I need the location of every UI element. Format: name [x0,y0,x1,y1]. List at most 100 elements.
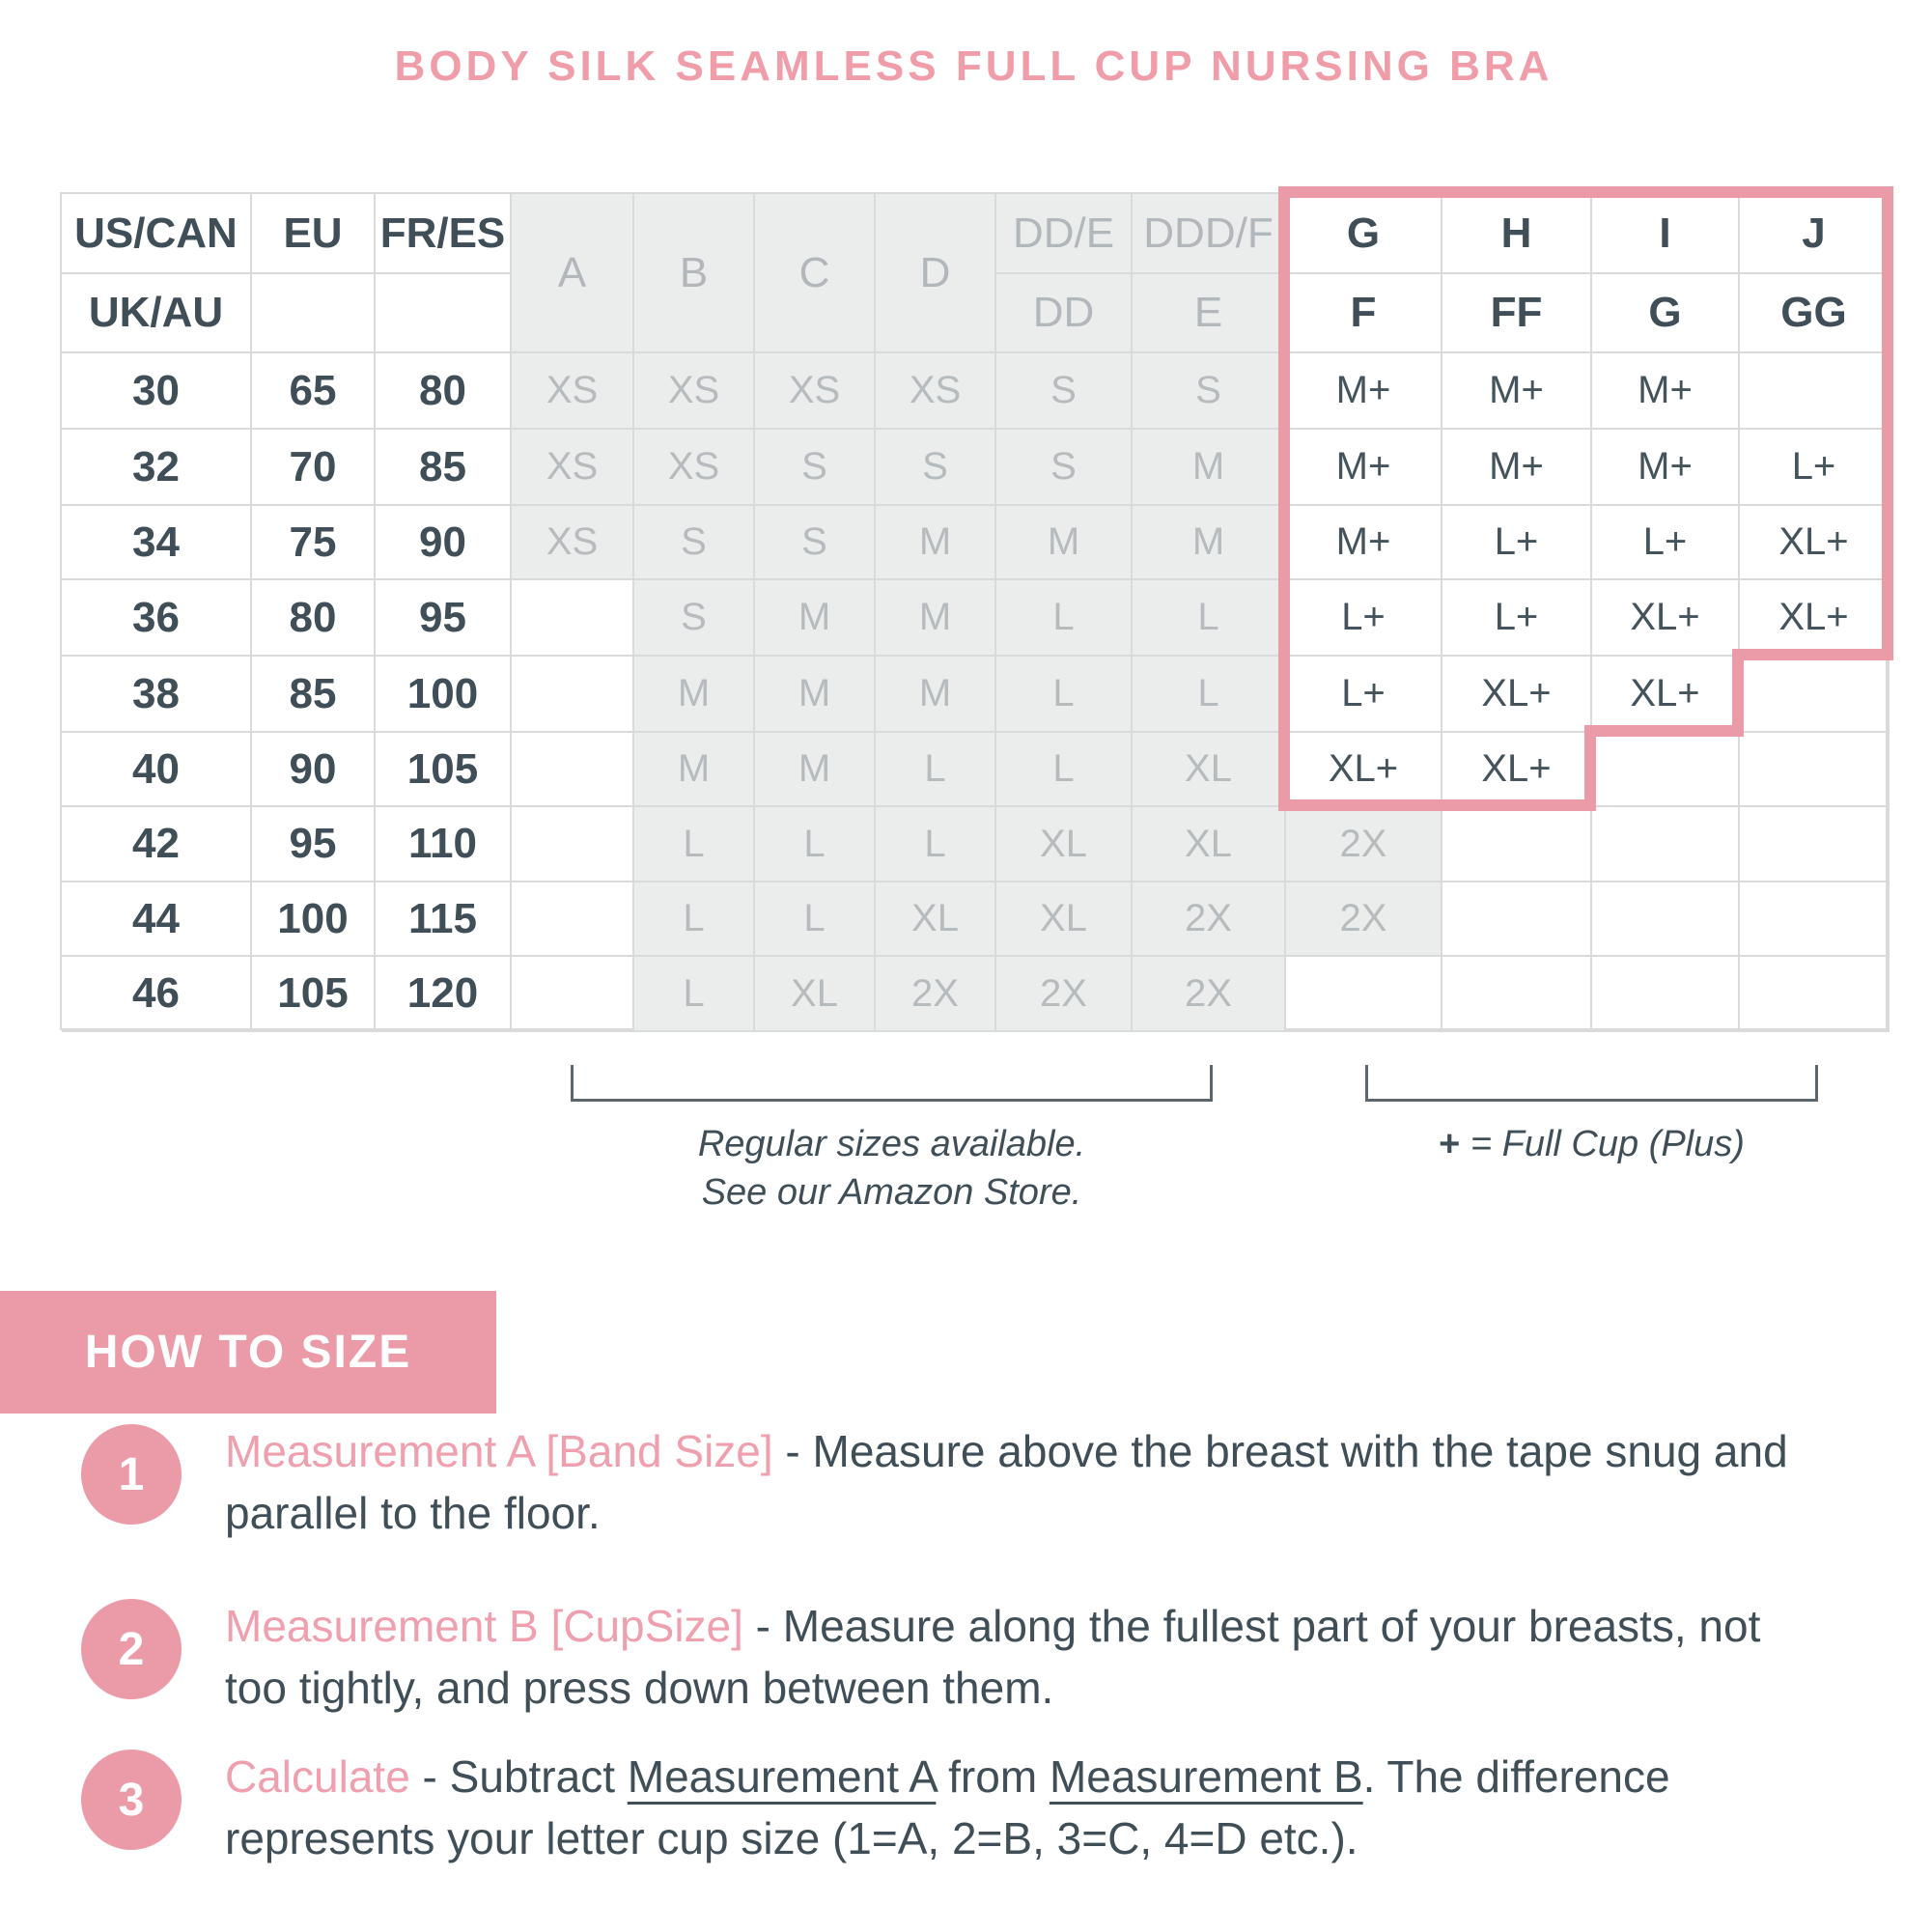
size-cell: M [1133,506,1286,580]
size-cell: L [996,733,1133,807]
regular-sizes-note: Regular sizes available. See our Amazon … [571,1120,1213,1217]
size-cell: XL+ [1740,506,1890,580]
header-cup-top: DDD/F [1133,194,1286,274]
header-cup-A: A [512,194,634,353]
size-cell [1286,957,1442,1032]
step-text-segment: - Measure along the fullest part of your… [742,1601,1761,1651]
size-cell: XS [512,430,634,506]
size-cell: L [1133,657,1286,733]
header-cup-B: B [634,194,755,353]
step-lead: Measurement B [CupSize] [225,1601,743,1651]
size-cell: L+ [1442,506,1592,580]
size-cell [1740,733,1890,807]
size-cell: XL [1133,807,1286,882]
band-eu: 105 [252,957,376,1032]
size-cell: L+ [1442,580,1592,657]
band-eu: 95 [252,807,376,882]
size-cell: L [1133,580,1286,657]
band-fr-es: 85 [376,430,512,506]
size-cell: XL [876,882,996,957]
size-cell: XL+ [1592,657,1740,733]
size-cell: S [996,430,1133,506]
size-cell: XS [755,353,876,430]
step-text-segment: - Subtract [409,1751,628,1802]
size-cell: 2X [876,957,996,1032]
size-cell: XL+ [1442,733,1592,807]
page-title: BODY SILK SEAMLESS FULL CUP NURSING BRA [394,42,1554,90]
band-us-can: 32 [62,430,252,506]
size-cell: S [634,580,755,657]
header-cup-bottom: DD [996,274,1133,353]
size-cell: XL+ [1740,580,1890,657]
band-fr-es: 115 [376,882,512,957]
header-us-can: US/CAN [62,194,252,274]
band-fr-es: 90 [376,506,512,580]
size-cell [1442,957,1592,1032]
size-cell [1592,807,1740,882]
size-cell: 2X [1286,882,1442,957]
size-cell: L+ [1740,430,1890,506]
size-cell: L+ [1592,506,1740,580]
size-table: US/CAN EU FR/ES UK/AU A B C D DD/E DDD/F DD E G H I J F F… [60,192,1890,1032]
plus-symbol: + [1439,1124,1461,1164]
size-cell [1592,957,1740,1032]
size-cell: XS [634,430,755,506]
header-plus-cup-bottom: G [1592,274,1740,353]
band-eu: 85 [252,657,376,733]
size-cell: M [755,733,876,807]
size-cell: XL [755,957,876,1032]
how-to-size-banner: HOW TO SIZE [0,1291,496,1414]
step-lead: Calculate [225,1751,410,1802]
header-plus-cup-top: G [1286,194,1442,274]
band-eu: 100 [252,882,376,957]
size-cell: XL+ [1286,733,1442,807]
size-cell [1740,882,1890,957]
regular-sizes-note-line2: See our Amazon Store. [701,1172,1082,1213]
band-us-can: 30 [62,353,252,430]
header-cup-D: D [876,194,996,353]
size-cell [512,580,634,657]
band-fr-es: 120 [376,957,512,1032]
size-cell: M+ [1592,353,1740,430]
size-cell: L [755,882,876,957]
size-cell [1592,733,1740,807]
band-us-can: 36 [62,580,252,657]
size-cell: S [1133,353,1286,430]
band-eu: 80 [252,580,376,657]
how-to-size-heading: HOW TO SIZE [84,1327,412,1378]
size-cell: L [996,657,1133,733]
regular-sizes-bracket [571,1065,1213,1102]
step-text-segment: from [936,1751,1050,1802]
band-eu: 65 [252,353,376,430]
size-cell: L+ [1286,657,1442,733]
step-text-segment: - Measure above the breast with the tape… [772,1426,1788,1476]
size-cell [512,882,634,957]
size-cell [1442,882,1592,957]
size-cell: M [1133,430,1286,506]
size-cell: 2X [1133,957,1286,1032]
size-cell: M+ [1442,430,1592,506]
size-cell: M [755,657,876,733]
size-cell: XL+ [1442,657,1592,733]
header-plus-cup-top: H [1442,194,1592,274]
size-cell: XL+ [1592,580,1740,657]
step-text-line2: represents your letter cup size (1=A, 2=… [225,1813,1358,1863]
band-us-can: 38 [62,657,252,733]
size-cell: M [755,580,876,657]
header-plus-cup-top: J [1740,194,1890,274]
plus-sizes-bracket [1365,1065,1818,1102]
size-cell: L [755,807,876,882]
header-plus-cup-top: I [1592,194,1740,274]
step-text: Measurement A [Band Size] - Measure abov… [225,1420,1886,1544]
step-text: Calculate - Subtract Measurement A from … [225,1746,1886,1869]
size-cell: S [755,430,876,506]
size-cell: M+ [1442,353,1592,430]
full-cup-plus-note: + = Full Cup (Plus) [1365,1120,1818,1168]
size-cell: L+ [1286,580,1442,657]
size-cell: XL [996,807,1133,882]
step-number-circle: 2 [81,1599,182,1699]
size-cell: S [634,506,755,580]
step-number-circle: 3 [81,1750,182,1850]
underlined-term: Measurement A [627,1751,937,1802]
size-cell: M [996,506,1133,580]
